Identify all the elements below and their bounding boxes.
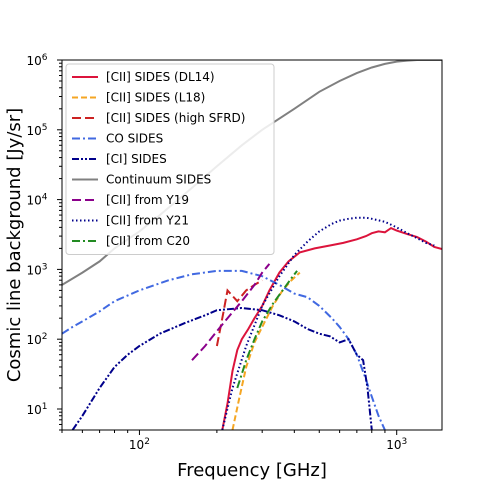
series-line-4: [71, 306, 373, 430]
x-tick-label-0: 102: [129, 437, 150, 452]
plot-frame: [61, 59, 443, 431]
y-tick-label-1: 102: [26, 332, 47, 347]
series-line-3: [62, 269, 386, 430]
legend-label-6: [CII] from Y19: [106, 193, 189, 207]
legend-label-8: [CII] from C20: [106, 234, 190, 248]
y-tick-label-3: 104: [26, 193, 47, 208]
legend-label-4: [CI] SIDES: [106, 152, 167, 166]
series-line-8: [236, 270, 298, 389]
y-tick-label-5: 106: [26, 53, 47, 68]
legend-label-3: CO SIDES: [106, 132, 163, 146]
x-tick-label-1: 103: [386, 437, 407, 452]
y-tick-label-4: 105: [26, 123, 47, 138]
series-line-0: [221, 226, 442, 430]
y-axis-label: Cosmic line background [Jy/sr]: [4, 108, 25, 382]
legend-box: [65, 63, 275, 255]
legend: [CII] SIDES (DL14) [CII] SIDES (L18) [CII]…: [65, 63, 275, 255]
y-tick-label-0: 101: [26, 402, 47, 417]
series-layer: [62, 60, 442, 430]
legend-label-7: [CII] from Y21: [106, 214, 189, 228]
y-tick-label-2: 103: [26, 262, 47, 277]
legend-label-2: [CII] SIDES (high SFRD): [106, 111, 245, 125]
series-line-6: [191, 263, 271, 361]
legend-label-5: Continuum SIDES: [106, 173, 211, 187]
legend-label-1: [CII] SIDES (L18): [106, 91, 205, 105]
legend-label-0: [CII] SIDES (DL14): [106, 70, 215, 84]
x-axis-label: Frequency [GHz]: [177, 460, 327, 481]
series-line-7: [221, 216, 435, 430]
